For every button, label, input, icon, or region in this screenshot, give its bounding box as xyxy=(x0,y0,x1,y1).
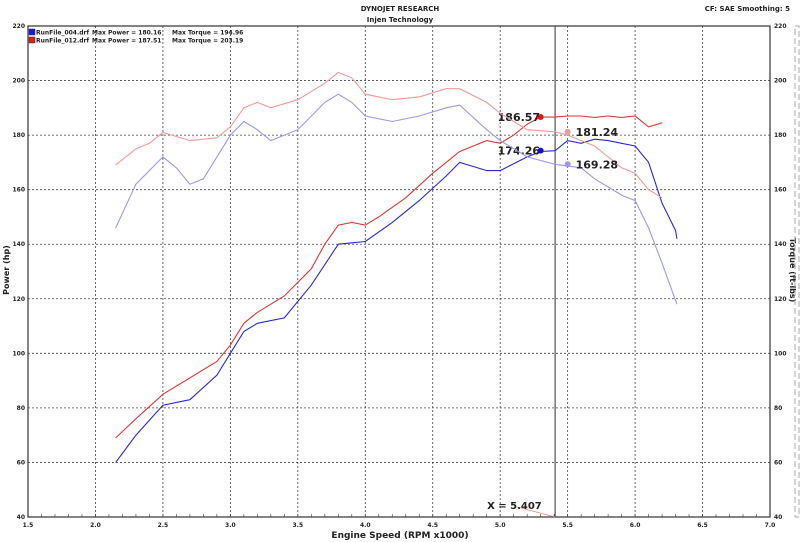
x-tick-label: 2.0 xyxy=(90,522,101,529)
y-tick-label: 200 xyxy=(12,78,25,85)
x-tick-label: 6.0 xyxy=(630,522,641,529)
legend-file: RunFile_004.drf xyxy=(36,30,90,37)
x-axis-label: Engine Speed (RPM x1000) xyxy=(331,531,468,541)
y-tick-label: 60 xyxy=(17,459,25,466)
y2-tick-label: 80 xyxy=(774,405,782,412)
legend-max-torque: Max Torque = 203.19 xyxy=(172,38,243,45)
legend-swatch xyxy=(28,28,36,36)
cursor-label: X = 5.407 xyxy=(487,501,542,512)
x-tick-label: 5.0 xyxy=(495,522,506,529)
legend-max-torque: Max Torque = 194.96 xyxy=(172,30,243,37)
y2-tick-label: 60 xyxy=(774,459,782,466)
y-tick-label: 100 xyxy=(12,350,25,357)
cursor-value: 174.26 xyxy=(498,145,541,158)
y2-tick-label: 140 xyxy=(774,241,787,248)
series-power-RunFile_012.drf xyxy=(115,115,663,439)
settings-label: CF: SAE Smoothing: 5 xyxy=(705,5,790,13)
x-tick-label: 6.5 xyxy=(697,522,708,529)
y-tick-label: 80 xyxy=(17,405,25,412)
x-tick-label: 4.0 xyxy=(360,522,371,529)
y2-tick-label: 220 xyxy=(774,23,787,30)
legend-file: RunFile_012.drf xyxy=(36,38,90,45)
x-tick-label: 3.0 xyxy=(225,522,236,529)
chart-subtitle: Injen Technology xyxy=(367,16,434,24)
y2-tick-label: 40 xyxy=(774,514,782,521)
plot-frame xyxy=(27,25,771,518)
x-tick-label: 4.5 xyxy=(427,522,438,529)
series-power-RunFile_004.drf xyxy=(115,138,678,463)
series-group: X = 5.407 186.57 174.26 181.24 169.28 xyxy=(115,26,678,518)
chart-title: DYNOJET RESEARCH xyxy=(361,5,440,13)
x-tick-label: 5.5 xyxy=(562,522,573,529)
x-tick-label: 7.0 xyxy=(765,522,776,529)
y2-tick-label: 100 xyxy=(774,350,787,357)
y2-tick-label: 180 xyxy=(774,132,787,139)
y-tick-label: 160 xyxy=(12,187,25,194)
scrollbar[interactable] xyxy=(794,25,800,518)
cursor-marker xyxy=(537,114,544,121)
x-tick-label: 2.5 xyxy=(158,522,169,529)
y-tick-label: 220 xyxy=(12,23,25,30)
y-tick-label: 180 xyxy=(12,132,25,139)
cursor-value: 169.28 xyxy=(576,158,618,171)
cursor-value: 186.57 xyxy=(498,111,540,124)
y-tick-label: 40 xyxy=(17,514,25,521)
cursor-marker xyxy=(537,147,544,154)
y-axis-label: Power (hp) xyxy=(2,245,11,295)
y2-tick-label: 200 xyxy=(774,78,787,85)
cursor-leader xyxy=(517,506,556,518)
y2-tick-label: 120 xyxy=(774,296,787,303)
y-tick-label: 120 xyxy=(12,296,25,303)
y-tick-label: 140 xyxy=(12,241,25,248)
y2-tick-label: 160 xyxy=(774,187,787,194)
legend-swatch xyxy=(28,36,36,44)
grid xyxy=(28,26,770,517)
x-tick-label: 1.5 xyxy=(23,522,34,529)
cursor-value: 181.24 xyxy=(576,126,619,139)
x-tick-label: 3.5 xyxy=(292,522,303,529)
cursor-marker xyxy=(564,128,571,135)
series-torque-RunFile_004.drf xyxy=(115,93,678,305)
axis-ticks: 1.5 2.0 2.5 3.0 3.5 4.0 4.5 5.0 5.5 6.0 6.5 7.040 40… xyxy=(12,23,786,529)
cursor-marker xyxy=(564,161,571,168)
y2-axis-label: Torque (ft-lbs) xyxy=(788,238,797,303)
series-torque-RunFile_012.drf xyxy=(115,71,663,199)
legend-max-power: Max Power = 187.51 xyxy=(92,38,161,45)
legend: RunFile_004.drf Max Power = 180.16 Max Tor… xyxy=(28,28,243,45)
legend-max-power: Max Power = 180.16 xyxy=(92,30,161,37)
